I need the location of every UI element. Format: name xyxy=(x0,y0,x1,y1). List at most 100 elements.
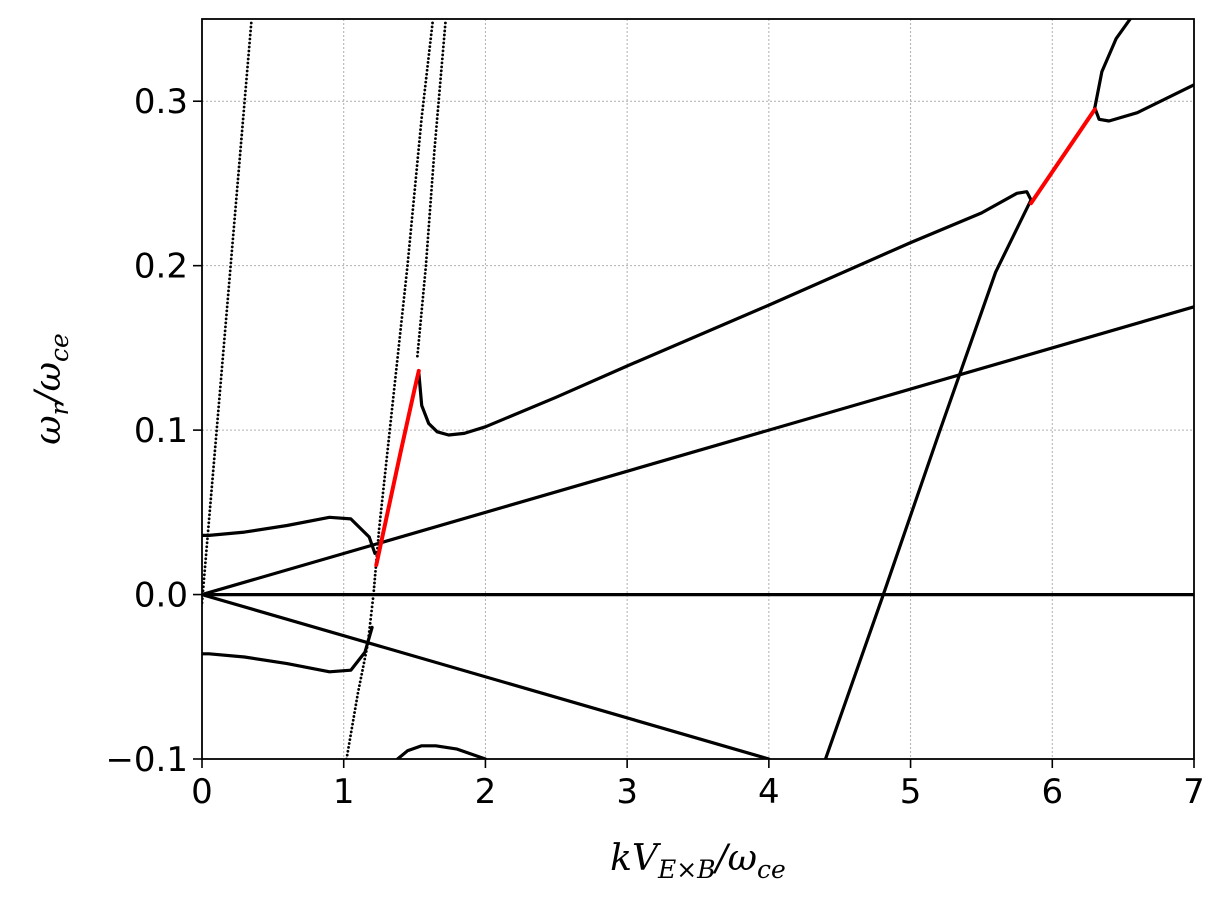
data-point xyxy=(209,493,213,497)
data-point xyxy=(430,180,434,184)
data-point xyxy=(429,37,433,41)
data-point xyxy=(406,256,410,260)
series-line xyxy=(823,198,1033,759)
data-point xyxy=(208,505,212,509)
data-point xyxy=(415,168,419,172)
data-point xyxy=(378,523,381,527)
data-point xyxy=(405,268,409,272)
data-point xyxy=(441,49,445,53)
data-point xyxy=(204,553,208,557)
data-point xyxy=(424,260,428,264)
data-point xyxy=(426,232,430,236)
data-point xyxy=(388,431,391,435)
data-point xyxy=(434,137,437,140)
data-point xyxy=(349,730,353,734)
data-point xyxy=(351,718,355,722)
data-point xyxy=(426,64,429,68)
series-dotted-branch xyxy=(416,21,447,358)
data-point xyxy=(373,581,376,585)
plot-frame xyxy=(201,18,1195,760)
data-point xyxy=(235,189,239,193)
data-point xyxy=(356,691,360,695)
data-point xyxy=(400,316,404,319)
data-point xyxy=(414,172,418,176)
data-point xyxy=(228,273,232,277)
data-point xyxy=(425,248,429,252)
data-point xyxy=(418,323,422,327)
data-point xyxy=(430,184,434,188)
data-point xyxy=(397,343,401,347)
data-point xyxy=(247,53,250,57)
data-point xyxy=(398,336,402,339)
data-point xyxy=(434,129,438,133)
data-point xyxy=(420,307,424,311)
data-point xyxy=(392,387,396,391)
data-point xyxy=(425,72,429,76)
data-point xyxy=(436,113,439,117)
data-point xyxy=(377,527,381,531)
data-point xyxy=(413,184,417,188)
data-point xyxy=(442,37,446,41)
data-point xyxy=(221,353,225,357)
data-point xyxy=(237,165,241,169)
data-point xyxy=(242,105,246,109)
data-point xyxy=(382,487,385,491)
data-point xyxy=(429,192,433,196)
data-point xyxy=(232,221,236,225)
data-point xyxy=(215,429,219,433)
data-point xyxy=(370,605,374,609)
data-point xyxy=(233,217,237,221)
data-point xyxy=(370,609,373,613)
data-point xyxy=(379,511,383,515)
data-point xyxy=(434,133,438,137)
data-point xyxy=(348,738,352,742)
data-point xyxy=(423,279,426,283)
data-point xyxy=(380,503,384,507)
data-point xyxy=(224,317,228,321)
data-point xyxy=(361,669,364,672)
data-point xyxy=(443,25,447,29)
data-point xyxy=(226,301,229,305)
data-point xyxy=(212,457,216,461)
data-point xyxy=(428,41,432,45)
data-point xyxy=(238,149,242,153)
data-point xyxy=(388,423,392,427)
data-point xyxy=(390,411,393,415)
data-point xyxy=(428,208,432,212)
data-point xyxy=(368,621,372,625)
y-axis-label-text: ωr/ωce xyxy=(28,333,74,445)
data-point xyxy=(236,173,240,177)
data-point xyxy=(393,379,397,383)
data-point xyxy=(417,144,421,148)
data-point xyxy=(429,33,433,37)
data-point xyxy=(229,261,233,265)
data-point xyxy=(428,212,432,216)
data-point xyxy=(429,196,433,200)
data-point xyxy=(400,320,403,323)
data-point xyxy=(353,707,357,711)
data-point xyxy=(359,676,363,680)
data-point xyxy=(391,395,395,399)
data-point xyxy=(418,132,422,136)
data-point xyxy=(402,296,406,299)
data-point xyxy=(222,345,226,349)
data-point xyxy=(431,169,435,172)
data-point xyxy=(427,53,431,56)
data-point xyxy=(217,405,221,409)
data-point xyxy=(230,253,233,257)
data-point xyxy=(240,129,244,133)
data-point xyxy=(411,212,414,216)
data-point xyxy=(390,407,394,411)
data-point xyxy=(222,341,226,345)
data-point xyxy=(403,288,407,291)
data-point xyxy=(249,29,252,33)
data-point xyxy=(210,489,213,493)
data-point xyxy=(423,276,427,279)
data-point xyxy=(423,84,427,88)
data-point xyxy=(409,228,413,232)
data-point xyxy=(436,109,440,113)
data-point xyxy=(412,192,416,196)
data-point xyxy=(346,749,350,753)
data-point xyxy=(217,397,221,401)
data-point xyxy=(431,165,435,168)
